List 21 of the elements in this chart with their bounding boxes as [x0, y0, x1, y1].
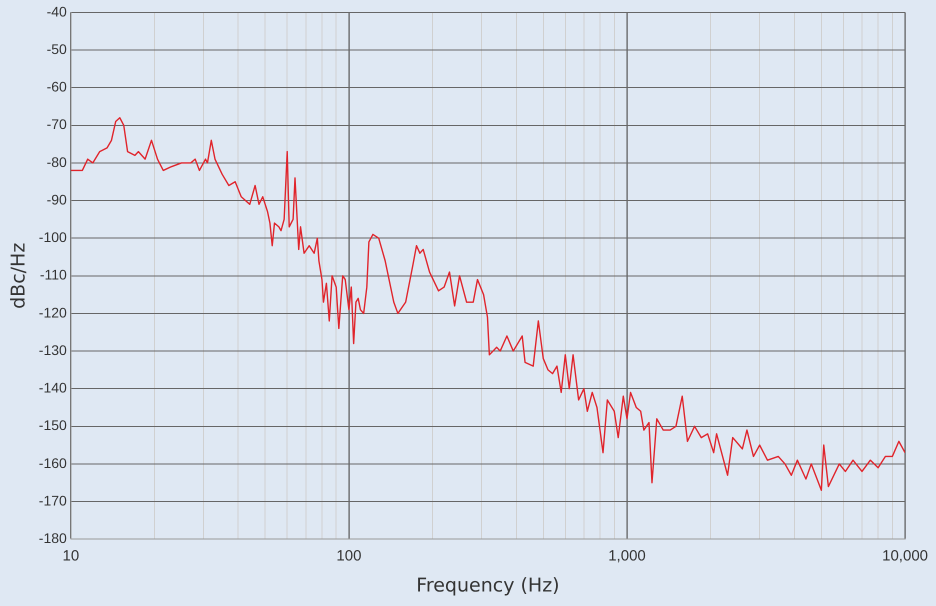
y-tick-label: -90 [46, 191, 68, 208]
x-axis-title: Frequency (Hz) [416, 574, 560, 597]
x-tick-label: 10,000 [882, 547, 928, 564]
x-tick-label: 1,000 [608, 547, 646, 564]
y-tick-label: -140 [38, 380, 68, 396]
x-tick-label: 100 [336, 547, 362, 564]
y-axis-title: dBc/Hz [7, 242, 30, 309]
y-tick-label: -70 [46, 116, 68, 132]
y-tick-label: -160 [38, 454, 68, 471]
y-tick-label: -80 [46, 154, 68, 170]
y-tick-label: -130 [38, 342, 68, 358]
y-tick-label: -110 [40, 266, 68, 283]
y-tick-label: -60 [46, 78, 68, 95]
y-tick-label: -100 [38, 229, 68, 246]
y-tick-label: -170 [38, 492, 68, 508]
y-tick-label: -50 [46, 40, 68, 57]
x-tick-label: 10 [62, 547, 80, 564]
y-tick-label: -120 [38, 304, 68, 320]
y-tick-label: -150 [38, 417, 68, 434]
y-tick-label: -180 [38, 530, 68, 546]
y-tick-label: -40 [46, 3, 68, 20]
